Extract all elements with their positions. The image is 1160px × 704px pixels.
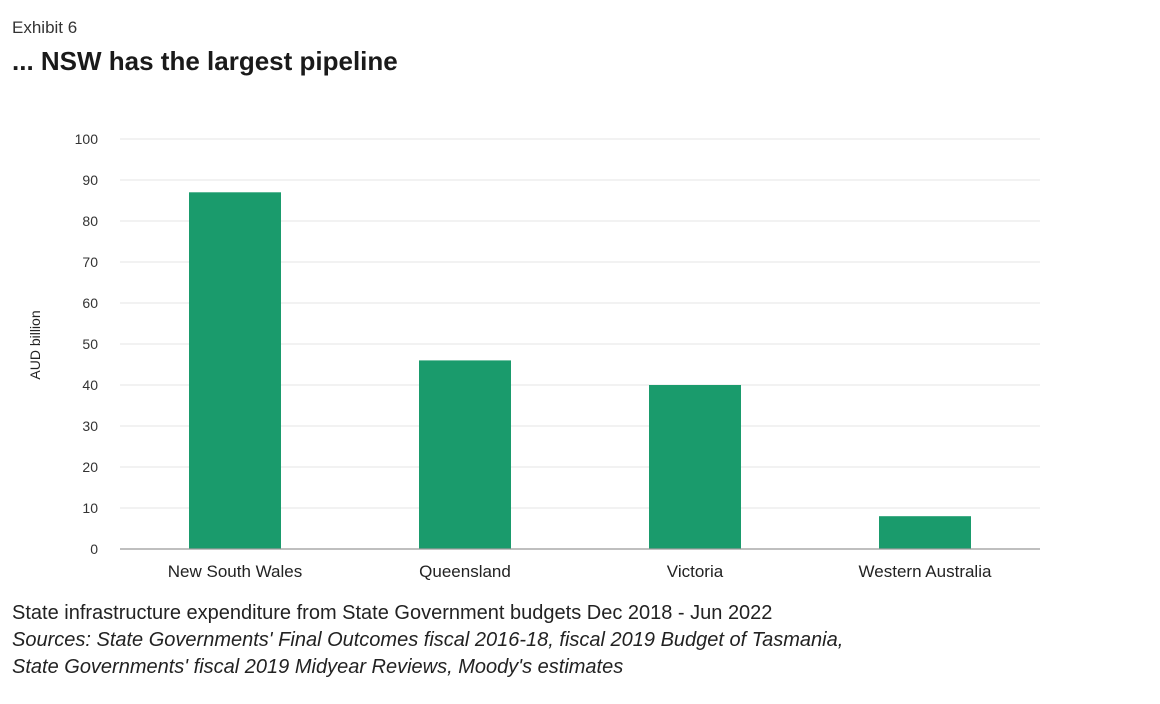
chart-title: ... NSW has the largest pipeline <box>12 46 398 76</box>
x-tick-labels: New South Wales Queensland Victoria Western… <box>168 562 992 581</box>
y-tick-label: 20 <box>82 459 98 475</box>
exhibit-label: Exhibit 6 <box>12 18 78 37</box>
y-tick-label: 0 <box>90 541 98 557</box>
bar-victoria <box>649 385 741 549</box>
sources-line-1: Sources: State Governments' Final Outcom… <box>12 629 844 651</box>
x-tick-label: New South Wales <box>168 562 302 581</box>
y-tick-label: 40 <box>82 377 98 393</box>
y-axis-label: AUD billion <box>27 310 43 379</box>
bar-chart: 0 10 20 30 40 50 60 70 80 90 100 New South Wales Qu… <box>27 131 1040 581</box>
y-tick-label: 10 <box>82 500 98 516</box>
y-tick-labels: 0 10 20 30 40 50 60 70 80 90 100 <box>75 131 99 557</box>
chart-description: State infrastructure expenditure from St… <box>12 602 773 624</box>
bar-new-south-wales <box>189 192 281 550</box>
y-tick-label: 30 <box>82 418 98 434</box>
bar-queensland <box>419 360 511 549</box>
x-tick-label: Victoria <box>667 562 724 581</box>
chart-footer: State infrastructure expenditure from St… <box>12 600 843 681</box>
y-tick-label: 50 <box>82 336 98 352</box>
y-tick-label: 90 <box>82 172 98 188</box>
sources-line-2: State Governments' fiscal 2019 Midyear R… <box>12 656 624 678</box>
y-tick-label: 70 <box>82 254 98 270</box>
y-tick-label: 100 <box>75 131 99 147</box>
bars <box>189 192 971 550</box>
y-tick-label: 80 <box>82 213 98 229</box>
y-tick-label: 60 <box>82 295 98 311</box>
x-tick-label: Western Australia <box>859 562 992 581</box>
bar-western-australia <box>879 516 971 549</box>
x-tick-label: Queensland <box>419 562 511 581</box>
